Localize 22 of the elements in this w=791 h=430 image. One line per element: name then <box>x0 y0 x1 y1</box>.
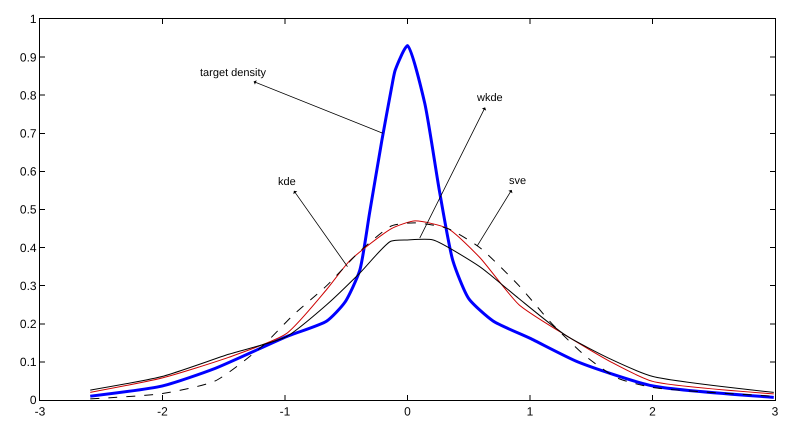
y-tick-label: 0.5 <box>20 202 37 217</box>
x-tick-label: 3 <box>772 404 779 418</box>
x-tick-label: 2 <box>649 404 656 418</box>
y-tick-label: 0.7 <box>20 126 37 140</box>
y-tick-label: 0.3 <box>20 278 37 293</box>
y-tick-label: 0.8 <box>20 88 37 102</box>
y-tick-label: 1 <box>30 12 37 26</box>
x-tick-label: 0 <box>404 404 412 418</box>
x-tick-label: -3 <box>34 404 46 418</box>
y-tick-label: 0.4 <box>20 240 37 255</box>
annotation: target density <box>200 67 267 79</box>
y-tick-label: 0 <box>30 393 37 408</box>
x-tick-label: 1 <box>526 404 534 418</box>
annotation: wkde <box>476 92 503 104</box>
y-tick-label: 0.6 <box>20 164 37 179</box>
y-tick-label: 0.2 <box>20 317 37 331</box>
y-tick-label: 0.1 <box>20 355 37 370</box>
y-tick-label: 0.9 <box>20 50 37 64</box>
x-tick-label: -1 <box>280 404 291 418</box>
x-tick-label: -2 <box>157 404 168 418</box>
annotation: kde <box>278 176 296 188</box>
annotation: sve <box>509 175 526 187</box>
